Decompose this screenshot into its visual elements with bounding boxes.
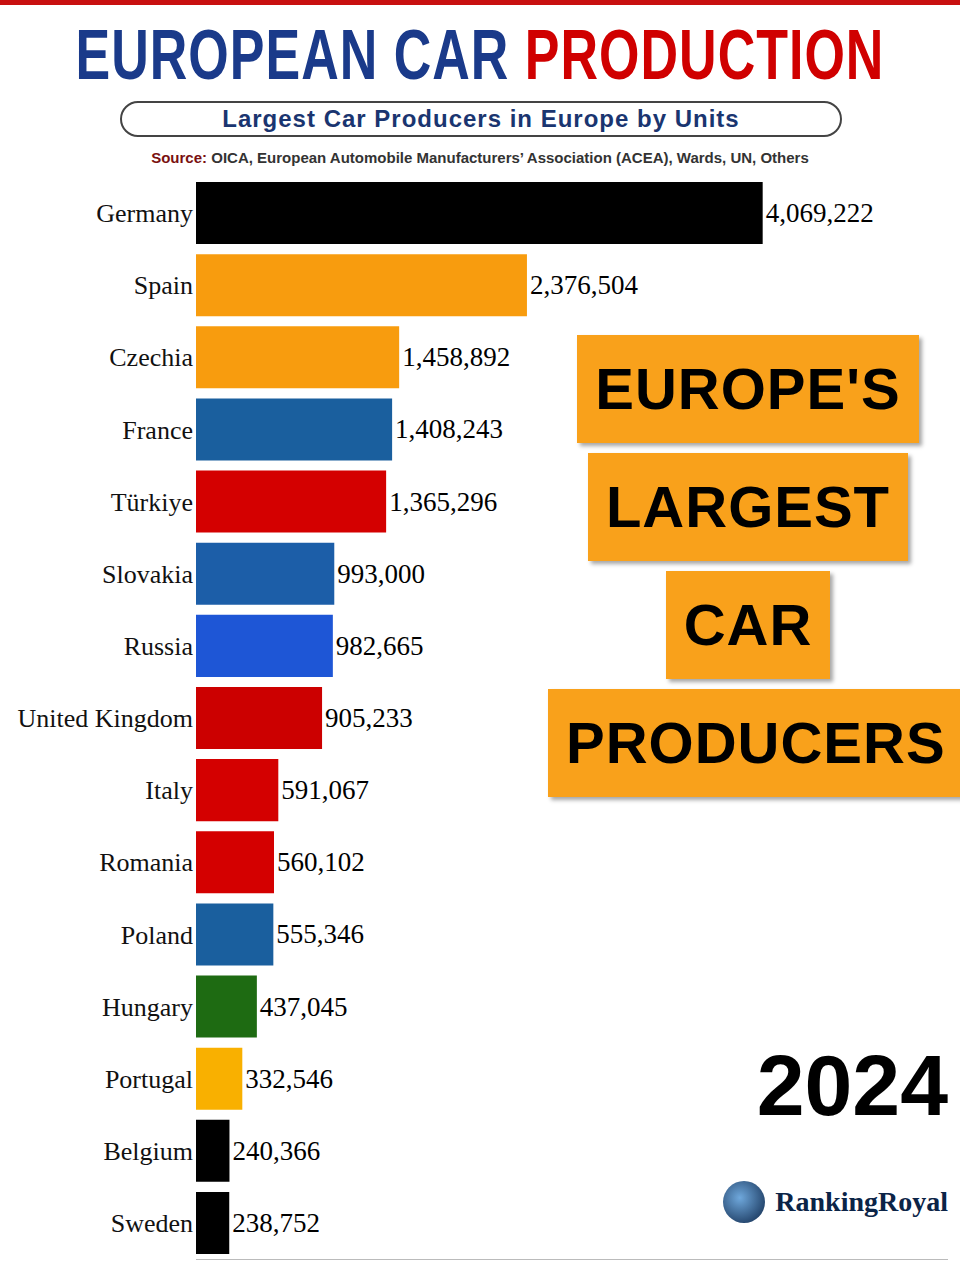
svg-text:1,408,243: 1,408,243 [395, 414, 503, 444]
svg-text:Romania: Romania [99, 848, 193, 877]
svg-text:Poland: Poland [121, 921, 193, 950]
svg-text:Belgium: Belgium [103, 1137, 193, 1166]
svg-text:2,376,504: 2,376,504 [530, 270, 639, 300]
svg-text:United Kingdom: United Kingdom [18, 704, 194, 733]
svg-text:4,069,222: 4,069,222 [766, 198, 874, 228]
svg-text:Sweden: Sweden [111, 1209, 193, 1238]
svg-text:France: France [122, 416, 193, 445]
html-text:Largest Car Producers in Europ: Largest Car Producers in Europe by Units [222, 105, 740, 132]
html-text:RankingRoyal: RankingRoyal [775, 1186, 948, 1217]
svg-text:Türkiye: Türkiye [111, 488, 193, 517]
svg-text:Czechia: Czechia [109, 343, 193, 372]
svg-text:591,067: 591,067 [281, 775, 369, 805]
svg-text:437,045: 437,045 [260, 992, 348, 1022]
html-text:EUROPEAN CAR PRODUCTION: EUROPEAN CAR PRODUCTION [75, 15, 885, 94]
svg-text:Slovakia: Slovakia [102, 560, 193, 589]
html-text:2024: 2024 [756, 1037, 948, 1133]
html-text:PRODUCERS: PRODUCERS [566, 710, 946, 775]
svg-text:1,365,296: 1,365,296 [389, 487, 497, 517]
svg-text:238,752: 238,752 [232, 1208, 320, 1238]
html-text:LARGEST: LARGEST [605, 474, 891, 539]
svg-text:Spain: Spain [134, 271, 193, 300]
html-text:EUROPE'S: EUROPE'S [595, 356, 901, 421]
svg-text:240,366: 240,366 [232, 1136, 320, 1166]
svg-text:993,000: 993,000 [337, 559, 425, 589]
svg-text:Russia: Russia [124, 632, 194, 661]
svg-text:982,665: 982,665 [336, 631, 424, 661]
svg-text:Italy: Italy [145, 776, 193, 805]
html-text:Source: OICA, European Automob: Source: OICA, European Automobile Manufa… [151, 149, 809, 166]
svg-text:555,346: 555,346 [276, 919, 364, 949]
html-text:CAR: CAR [683, 592, 813, 657]
svg-text:332,546: 332,546 [245, 1064, 333, 1094]
svg-text:560,102: 560,102 [277, 847, 365, 877]
svg-text:1,458,892: 1,458,892 [402, 342, 510, 372]
svg-text:905,233: 905,233 [325, 703, 413, 733]
svg-text:Portugal: Portugal [105, 1065, 193, 1094]
svg-text:Hungary: Hungary [102, 993, 193, 1022]
svg-text:Germany: Germany [96, 199, 193, 228]
